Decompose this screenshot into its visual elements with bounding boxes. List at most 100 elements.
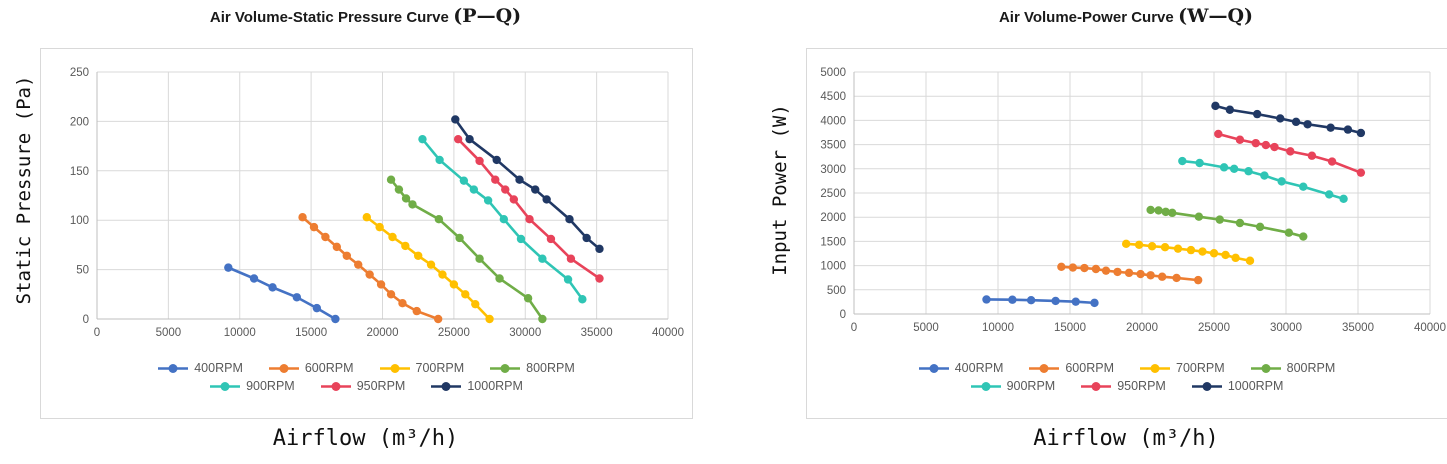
data-point-950RPM	[453, 134, 463, 144]
x-tick-label: 20000	[367, 327, 399, 339]
legend-label: 700RPM	[1176, 361, 1225, 375]
data-point-950RPM	[509, 195, 519, 204]
legend-label: 950RPM	[356, 379, 406, 393]
legend-marker-dot	[1150, 363, 1160, 373]
data-point-600RPM	[386, 290, 396, 299]
wq-x-axis-title: Airflow (m³/h)	[1033, 426, 1219, 451]
data-point-800RPM	[386, 175, 396, 184]
series-line-900RPM	[421, 138, 584, 301]
data-point-800RPM	[1215, 215, 1224, 224]
data-point-900RPM	[483, 196, 493, 205]
legend-marker-icon	[1191, 381, 1222, 391]
legend-marker-icon	[1250, 363, 1281, 373]
data-point-1000RPM	[1326, 123, 1335, 132]
data-point-600RPM	[1124, 268, 1134, 278]
data-point-1000RPM	[465, 134, 474, 144]
data-point-900RPM	[469, 185, 479, 194]
data-point-700RPM	[1209, 249, 1219, 258]
legend-row: 900RPM 950RPM 1000RPM	[970, 379, 1283, 393]
data-point-950RPM	[1235, 135, 1245, 144]
legend-item-700RPM: 700RPM	[1140, 361, 1225, 375]
data-point-900RPM	[538, 254, 547, 263]
data-point-600RPM	[1193, 275, 1203, 285]
wq-chart-title: Air Volume-Power Curve (W—Q)	[806, 5, 1446, 27]
data-point-700RPM	[401, 241, 410, 251]
data-point-1000RPM	[451, 115, 460, 124]
legend-label: 700RPM	[415, 361, 465, 375]
legend-marker-icon	[158, 363, 189, 373]
pq-x-axis-title: Airflow (m³/h)	[272, 426, 459, 451]
data-point-600RPM	[433, 314, 443, 324]
legend-marker-dot	[168, 363, 178, 373]
data-point-700RPM	[1160, 243, 1170, 252]
legend-marker-icon	[1029, 363, 1060, 373]
data-point-900RPM	[1277, 177, 1286, 186]
data-point-400RPM	[1026, 296, 1036, 305]
data-point-900RPM	[563, 275, 573, 284]
data-point-600RPM	[1080, 263, 1089, 273]
x-tick-label: 15000	[295, 327, 327, 339]
y-tick-label: 4500	[820, 91, 846, 103]
pq-plot-area: 0 50 100 150 200 250 0 5000 10000 15000 20000 25000…	[70, 67, 684, 339]
legend-item-400RPM: 400RPM	[918, 361, 1003, 375]
data-point-800RPM	[538, 314, 547, 324]
y-tick-label: 1500	[820, 236, 846, 248]
data-point-950RPM	[1270, 142, 1279, 152]
data-point-950RPM	[546, 234, 556, 244]
y-tick-label: 500	[827, 285, 846, 297]
data-point-800RPM	[394, 185, 404, 194]
y-tick-label: 50	[76, 265, 89, 277]
data-point-600RPM	[1101, 266, 1111, 275]
legend-row: 400RPM 600RPM 700RPM 800RPM	[918, 361, 1335, 375]
data-point-1000RPM	[515, 175, 524, 184]
legend-label: 600RPM	[304, 361, 354, 375]
data-point-800RPM	[1255, 222, 1265, 232]
legend-item-900RPM: 900RPM	[210, 379, 295, 393]
x-tick-label: 30000	[1270, 322, 1302, 334]
data-point-950RPM	[1261, 140, 1271, 150]
y-tick-label: 5000	[820, 67, 846, 79]
x-tick-label: 0	[851, 322, 857, 334]
data-point-800RPM	[495, 274, 504, 283]
data-point-1000RPM	[1343, 125, 1353, 134]
data-point-600RPM	[1157, 272, 1167, 281]
x-tick-label: 0	[94, 327, 100, 339]
data-point-700RPM	[362, 213, 371, 222]
data-point-700RPM	[1231, 253, 1240, 263]
x-tick-label: 30000	[509, 327, 541, 339]
series-line-1000RPM	[1215, 104, 1362, 135]
y-tick-label: 200	[70, 116, 89, 128]
legend-marker-icon	[1081, 381, 1112, 391]
data-point-800RPM	[408, 200, 417, 209]
y-tick-label: 100	[70, 215, 89, 227]
data-point-700RPM	[471, 299, 480, 309]
data-point-800RPM	[1154, 206, 1163, 215]
data-point-400RPM	[1008, 295, 1017, 304]
data-point-600RPM	[376, 280, 386, 289]
data-point-700RPM	[426, 260, 436, 269]
data-point-600RPM	[1136, 269, 1145, 279]
legend-label: 600RPM	[1065, 361, 1114, 375]
data-point-950RPM	[1286, 147, 1295, 156]
wq-plot-area: 0 500 1000 1500 2000 2500 3000 3500 4000 4500 5000…	[820, 67, 1446, 334]
data-point-800RPM	[455, 233, 464, 243]
data-point-700RPM	[375, 222, 384, 232]
data-point-600RPM	[298, 213, 307, 222]
data-point-900RPM	[1260, 171, 1269, 180]
legend-item-600RPM: 600RPM	[1029, 361, 1114, 375]
data-point-700RPM	[461, 290, 470, 299]
x-tick-label: 35000	[1342, 322, 1374, 334]
y-tick-label: 1000	[820, 261, 846, 273]
legend-label: 900RPM	[1006, 379, 1056, 393]
data-point-400RPM	[1090, 298, 1099, 308]
data-point-1000RPM	[542, 195, 551, 204]
wq-chart-title-paren: (W—Q)	[1178, 5, 1254, 27]
data-point-800RPM	[401, 194, 411, 203]
data-point-1000RPM	[582, 233, 591, 243]
y-tick-label: 2500	[820, 188, 846, 200]
wq-chart-panel: 0 500 1000 1500 2000 2500 3000 3500 4000 4500 5000…	[806, 48, 1447, 419]
data-point-700RPM	[1173, 244, 1183, 253]
y-tick-label: 150	[70, 166, 89, 178]
data-point-400RPM	[292, 293, 302, 302]
x-tick-label: 5000	[913, 322, 939, 334]
